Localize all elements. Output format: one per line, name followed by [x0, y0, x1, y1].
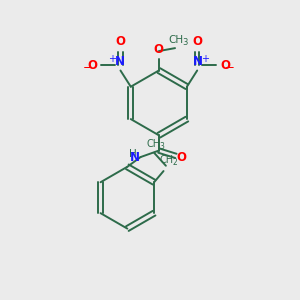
Text: CH: CH [159, 155, 173, 165]
Text: −: − [225, 61, 235, 74]
Text: N: N [193, 55, 202, 68]
Text: CH: CH [146, 139, 161, 149]
Text: H: H [129, 148, 137, 158]
Text: O: O [176, 151, 186, 164]
Text: CH: CH [168, 35, 184, 45]
Text: O: O [154, 44, 164, 56]
Text: 3: 3 [159, 142, 164, 151]
Text: +: + [108, 54, 116, 64]
Text: −: − [83, 61, 93, 74]
Text: O: O [87, 59, 97, 72]
Text: N: N [130, 151, 140, 164]
Text: O: O [192, 35, 202, 48]
Text: 2: 2 [172, 158, 177, 167]
Text: +: + [201, 54, 209, 64]
Text: 3: 3 [183, 38, 188, 47]
Text: N: N [115, 55, 125, 68]
Text: O: O [116, 35, 125, 48]
Text: O: O [221, 59, 231, 72]
